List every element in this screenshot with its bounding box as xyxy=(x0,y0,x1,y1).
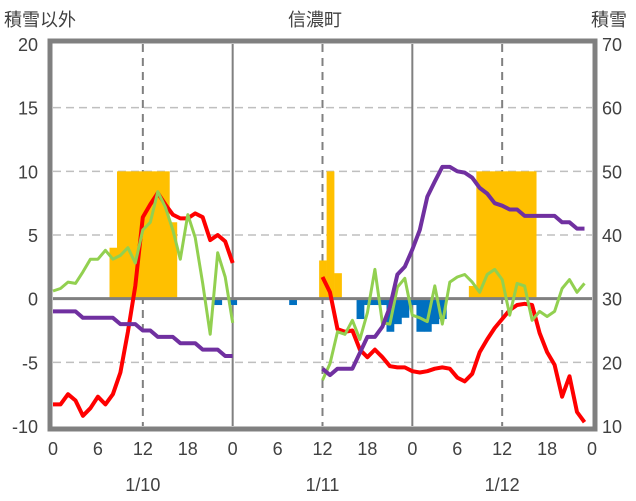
plot-frame xyxy=(47,38,598,432)
orange-bars-bar xyxy=(139,171,148,299)
orange-bars-bar xyxy=(483,171,492,299)
blue-bars-bar xyxy=(416,298,425,332)
left-axis-tick-label: -5 xyxy=(22,353,38,373)
x-axis-tick-label: 18 xyxy=(178,439,198,459)
orange-bars-bar xyxy=(326,171,335,299)
blue-bars-bar xyxy=(379,298,387,306)
blue-bars-bar xyxy=(214,298,223,306)
blue-bars-bar xyxy=(393,298,402,325)
temperature-line xyxy=(320,276,587,424)
orange-bars-bar xyxy=(528,171,537,299)
date-label: 1/12 xyxy=(485,475,520,495)
orange-bars-bar xyxy=(131,171,140,299)
x-axis-tick-label: 6 xyxy=(93,439,103,459)
x-axis-tick-label: 0 xyxy=(48,439,58,459)
blue-bars-bar xyxy=(371,298,380,306)
green-line xyxy=(321,267,586,381)
snow-depth-line xyxy=(321,164,585,378)
right-axis-tick-label: 70 xyxy=(602,35,622,55)
orange-bars-bar xyxy=(498,171,507,299)
x-axis-tick-label: 0 xyxy=(228,439,238,459)
x-axis-tick-label: 6 xyxy=(273,439,283,459)
green-line xyxy=(52,190,235,336)
blue-bars-bar xyxy=(289,298,297,306)
x-axis-tick-label: 0 xyxy=(407,439,417,459)
right-axis-tick-label: 50 xyxy=(602,162,622,182)
x-axis-tick-label: 18 xyxy=(357,439,377,459)
x-axis-tick-label: 0 xyxy=(587,439,597,459)
orange-bars-bar xyxy=(169,222,178,299)
blue-bars-bar xyxy=(356,298,365,320)
orange-bars-bar xyxy=(146,171,155,299)
right-axis-tick-label: 10 xyxy=(602,417,622,437)
chart-title: 信濃町 xyxy=(288,10,342,31)
orange-bars-bar xyxy=(124,171,133,299)
left-axis-tick-label: -10 xyxy=(12,417,38,437)
x-axis-tick-label: 18 xyxy=(537,439,557,459)
orange-bars-bar xyxy=(476,171,485,299)
orange-bars-bar xyxy=(154,171,163,299)
date-label: 1/11 xyxy=(306,475,340,495)
orange-bars-bar xyxy=(117,171,125,299)
orange-bars-bar xyxy=(468,285,477,299)
orange-bars-bar xyxy=(506,171,515,299)
blue-bars-bar xyxy=(408,298,417,306)
left-axis-tick-label: 5 xyxy=(28,226,38,246)
snow-depth-line xyxy=(53,309,233,358)
left-axis-tick-label: 15 xyxy=(18,99,38,119)
x-axis-tick-label: 12 xyxy=(492,439,512,459)
left-axis-title: 積雪以外 xyxy=(4,10,76,31)
right-axis-title: 積雪 xyxy=(591,10,627,31)
orange-bars-bar xyxy=(521,171,530,299)
right-axis-tick-label: 20 xyxy=(602,353,622,373)
orange-bars-bar xyxy=(161,171,170,299)
x-axis-tick-label: 12 xyxy=(312,439,332,459)
left-axis-tick-label: 0 xyxy=(28,290,38,310)
date-label: 1/10 xyxy=(125,475,160,495)
orange-bars-bar xyxy=(109,247,118,299)
blue-bars-bar xyxy=(401,298,410,318)
right-axis-tick-label: 40 xyxy=(602,226,622,246)
left-axis-tick-label: 10 xyxy=(18,162,38,182)
blue-bars-bar xyxy=(229,298,238,306)
blue-bars-bar xyxy=(438,298,447,320)
blue-bars-bar xyxy=(431,298,440,325)
x-axis-tick-label: 6 xyxy=(452,439,462,459)
orange-bars-bar xyxy=(513,171,522,299)
temperature-line xyxy=(53,191,235,418)
x-axis-tick-label: 12 xyxy=(133,439,153,459)
orange-bars-bar xyxy=(334,273,342,299)
left-axis-tick-label: 20 xyxy=(18,35,38,55)
orange-bars-bar xyxy=(491,171,500,299)
right-axis-tick-label: 30 xyxy=(602,290,622,310)
right-axis-tick-label: 60 xyxy=(602,99,622,119)
